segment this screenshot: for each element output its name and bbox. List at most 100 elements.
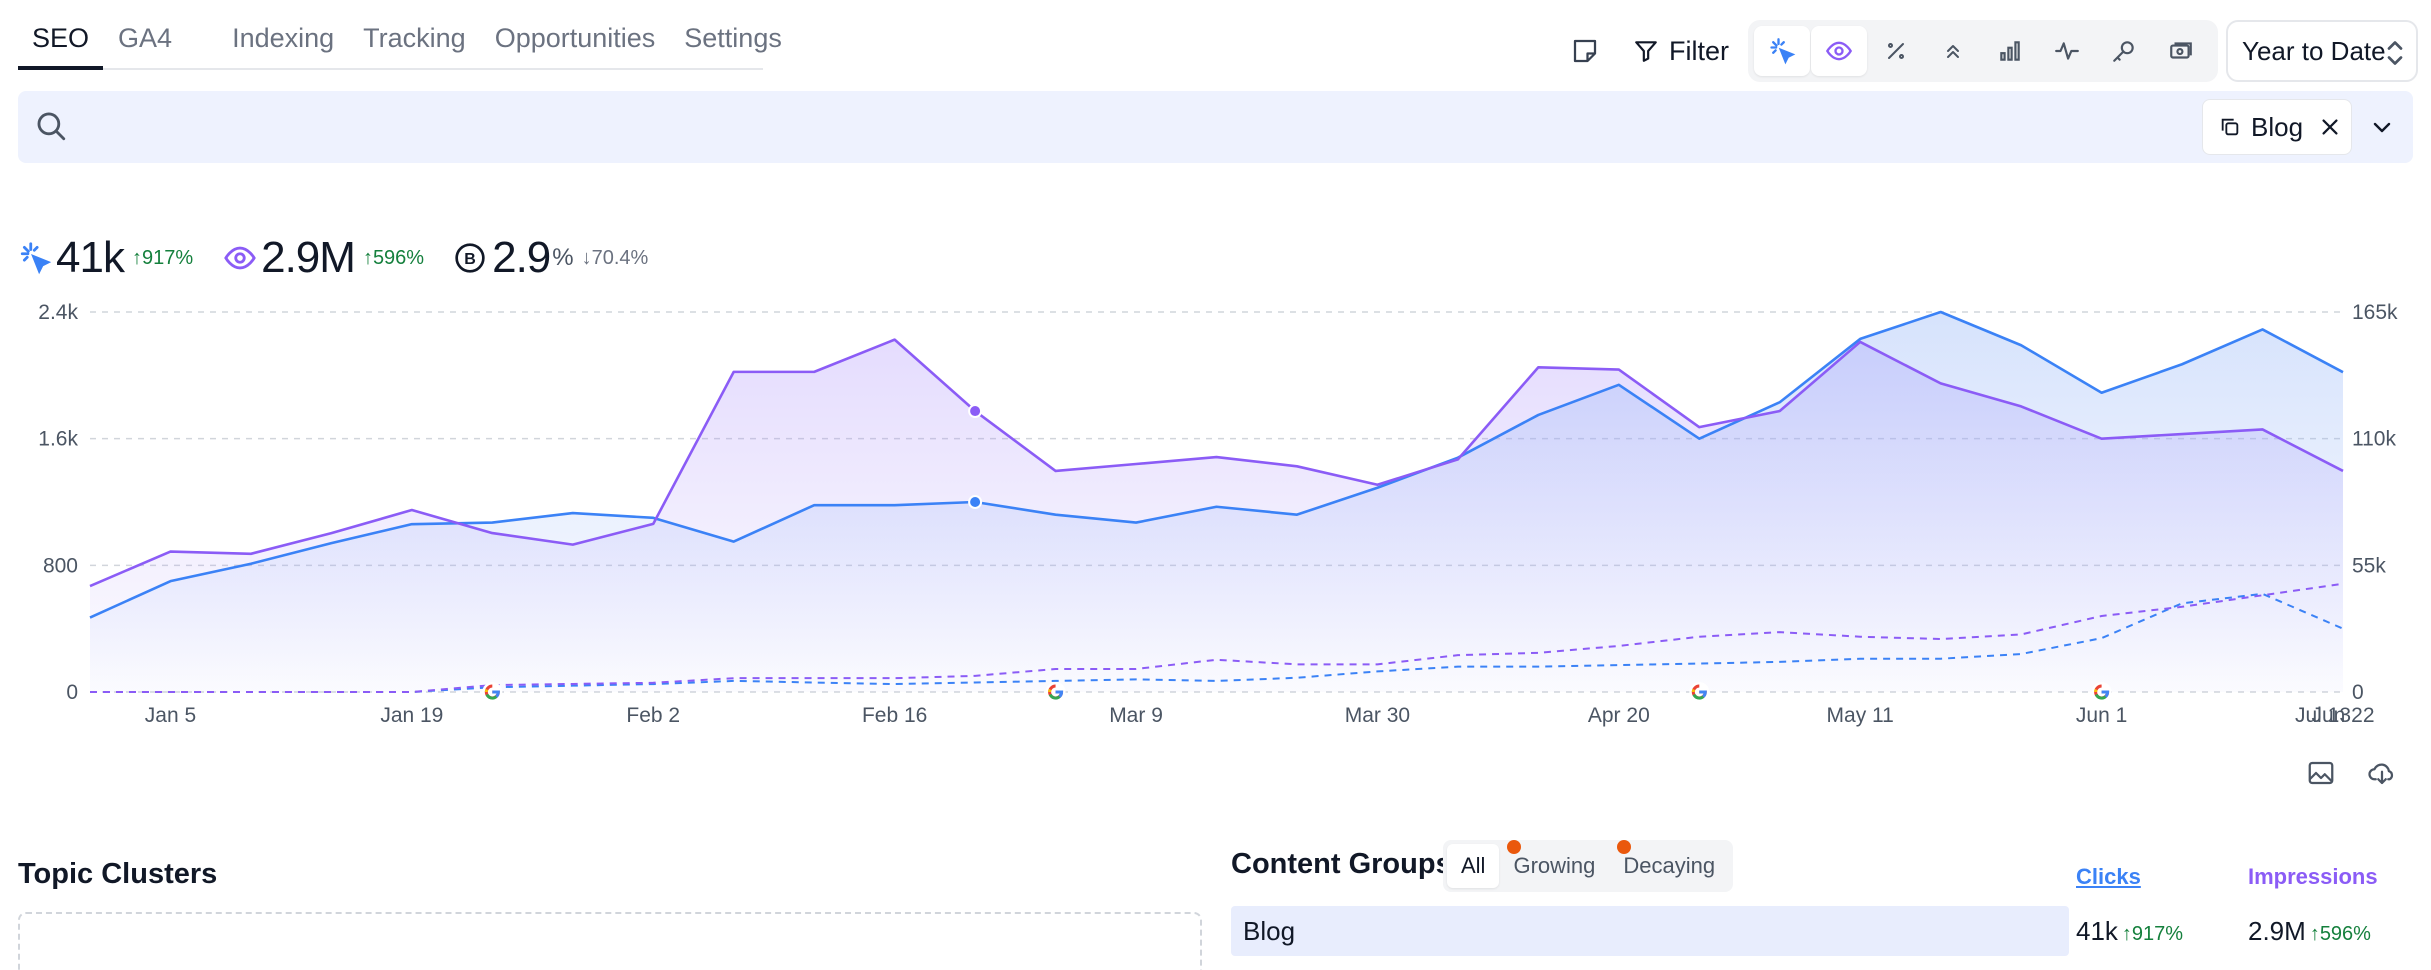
close-icon[interactable] (2319, 116, 2341, 138)
content-groups-filter: All Growing Decaying (1443, 840, 1734, 892)
select-chevrons-icon (2387, 41, 2403, 65)
impressions-hover-point[interactable] (968, 404, 983, 419)
column-clicks-header[interactable]: Clicks (2076, 864, 2141, 889)
arrow-up-icon: ↑ (131, 246, 142, 269)
google-update-icon[interactable] (2091, 682, 2112, 702)
x-tick-label: Jul 13 (2295, 704, 2351, 727)
decaying-marker (1617, 840, 1632, 854)
chart-actions (2306, 758, 2398, 788)
row-impressions-value: 2.9M ↑596% (2248, 916, 2371, 946)
summary-clicks[interactable]: 41k ↑917% (18, 233, 193, 283)
metric-value-button[interactable] (2153, 26, 2209, 76)
pulse-icon (2055, 42, 2079, 60)
eye-icon (1825, 41, 1853, 61)
metric-bars-button[interactable] (1982, 26, 2038, 76)
search-bar: Blog (18, 91, 2413, 163)
metric-ctr-button[interactable] (1868, 26, 1924, 76)
tab-settings[interactable]: Settings (684, 23, 782, 53)
y-right-tick-label: 110k (2352, 428, 2396, 451)
metric-position-button[interactable] (1925, 26, 1981, 76)
date-range-value: Year to Date (2242, 35, 2386, 66)
bar-chart-icon (2000, 41, 2020, 61)
performance-chart[interactable]: 0 0 800 55k 1.6k 110k 2.4k 165k Jan 5 Jan 19 Feb 2… (0, 292, 2431, 732)
clicks-previous-period-line (90, 592, 2344, 693)
y-left-tick-label: 2.4k (38, 301, 78, 324)
y-left-tick-label: 1.6k (38, 428, 78, 451)
main-tabs: SEO GA4 Indexing Tracking Opportunities … (18, 0, 782, 70)
position-icon (1947, 45, 1959, 58)
money-icon (2170, 42, 2192, 59)
clicks-icon (20, 242, 52, 275)
clicks-total: 41k (56, 233, 125, 282)
google-update-icon[interactable] (1689, 682, 1710, 702)
content-group-row[interactable]: Blog (1231, 906, 2069, 956)
metric-clicks-button[interactable] (1754, 26, 1810, 76)
y-left-tick-label: 800 (43, 554, 78, 577)
metric-toggle-group (1748, 20, 2218, 82)
tab-ga4[interactable]: GA4 (118, 23, 173, 53)
x-tick-label: Mar 30 (1345, 704, 1410, 727)
filter-label: Filter (1669, 35, 1729, 66)
metric-pulse-button[interactable] (2039, 26, 2095, 76)
x-tick-label: Jan 5 (145, 704, 196, 727)
search-icon (37, 112, 66, 141)
tab-indexing[interactable]: Indexing (232, 23, 335, 53)
summary-impressions[interactable]: 2.9M ↑596% (223, 233, 424, 283)
summary-ctr[interactable]: B 2.9 % ↓70.4% (454, 233, 648, 283)
y-left-tick-label: 0 (66, 681, 78, 704)
tab-tracking[interactable]: Tracking (363, 23, 466, 53)
x-tick-label: Feb 16 (862, 704, 927, 727)
x-tick-label: May 11 (1827, 704, 1894, 727)
arrow-down-icon: ↓ (581, 246, 592, 269)
x-tick-label: Apr 20 (1588, 704, 1650, 727)
clicks-hover-point[interactable] (968, 495, 983, 509)
content-group-name: Blog (1243, 915, 1296, 946)
ctr-unit: % (552, 244, 574, 271)
x-tick-label: Jun 22 (2311, 704, 2374, 727)
clicks-area (90, 312, 2343, 692)
y-right-tick-label: 165k (2352, 301, 2398, 324)
filter-decaying[interactable]: Decaying (1609, 840, 1729, 888)
date-range-select[interactable]: Year to Date (2226, 20, 2418, 82)
filter-icon (1635, 41, 1657, 62)
arrow-up-icon: ↑ (362, 246, 373, 269)
column-impressions-header[interactable]: Impressions (2248, 864, 2378, 889)
google-update-icon[interactable] (1045, 682, 1066, 702)
content-groups-title: Content Groups (1231, 848, 1452, 880)
percent-icon (1888, 43, 1904, 59)
ctr-icon: B (455, 243, 485, 273)
clicks-icon (1770, 38, 1796, 65)
x-tick-label: Jan 19 (380, 704, 443, 727)
metric-impressions-button[interactable] (1811, 26, 1867, 76)
y-right-tick-label: 55k (2352, 554, 2386, 577)
copy-icon (2221, 118, 2239, 136)
google-update-icon[interactable] (482, 682, 503, 702)
key-icon (2113, 41, 2134, 62)
eye-icon (224, 246, 256, 270)
growing-marker (1507, 840, 1522, 854)
x-tick-label: Feb 2 (626, 704, 680, 727)
topic-clusters-panel (18, 912, 1202, 970)
search-input[interactable] (88, 103, 1788, 151)
impressions-line (89, 338, 2344, 588)
image-icon[interactable] (2306, 758, 2336, 788)
filter-chip-blog[interactable]: Blog (2202, 99, 2352, 155)
metric-keyword-button[interactable] (2096, 26, 2152, 76)
x-tick-label: Jun 1 (2076, 704, 2127, 727)
y-right-tick-label: 0 (2352, 681, 2364, 704)
filter-all[interactable]: All (1447, 844, 1500, 888)
sticky-note-button[interactable] (1570, 36, 1602, 68)
filter-growing[interactable]: Growing (1499, 840, 1609, 888)
arrow-up-icon: ↑ (2121, 923, 2132, 945)
ctr-delta: ↓70.4% (581, 246, 649, 269)
tab-opportunities[interactable]: Opportunities (494, 23, 656, 53)
tab-seo[interactable]: SEO (18, 23, 104, 70)
arrow-up-icon: ↑ (2309, 923, 2320, 945)
row-clicks-value: 41k ↑917% (2076, 916, 2184, 946)
sticky-note-icon (1573, 39, 1597, 63)
filter-button[interactable]: Filter (1633, 28, 1729, 74)
clicks-line (89, 310, 2344, 619)
download-cloud-icon[interactable] (2366, 758, 2398, 788)
svg-text:B: B (464, 251, 476, 268)
chevron-down-icon[interactable] (2370, 115, 2394, 139)
